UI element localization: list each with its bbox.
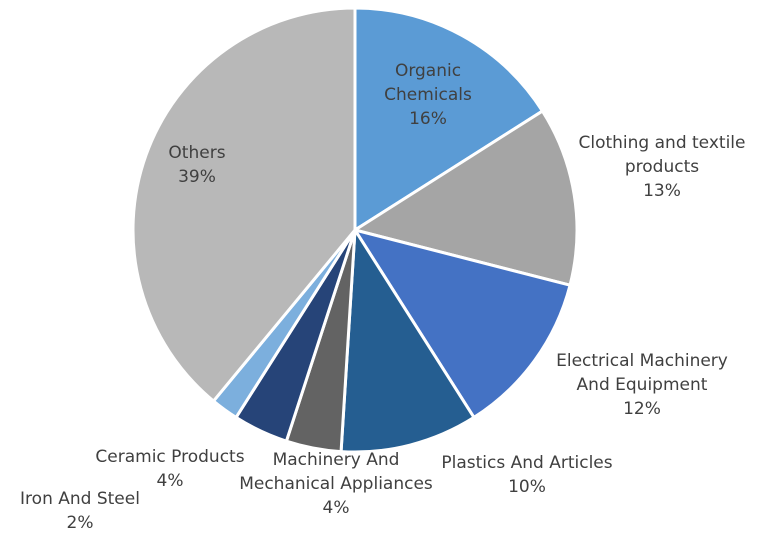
pie-labels: Organic Chemicals 16% Clothing and textile p…	[20, 61, 745, 533]
data-label-value: 4%	[323, 498, 350, 518]
pie-slice-plastics-and-articles	[339, 228, 476, 454]
data-label-category: Plastics And Articles	[441, 453, 612, 473]
data-label-category: Others	[168, 143, 225, 163]
data-label-category: Electrical Machinery	[556, 351, 728, 371]
data-label-category: Clothing and textile	[579, 133, 746, 153]
data-label-ceramic-products: Ceramic Products 4%	[95, 447, 244, 491]
pie-slice-organic-chemicals	[353, 6, 544, 232]
data-label-organic-chemicals: Organic Chemicals 16%	[384, 61, 472, 129]
data-label-machinery-and-mechanical-appliances: Machinery And Mechanical Appliances 4%	[239, 450, 433, 518]
data-label-category: Mechanical Appliances	[239, 474, 433, 494]
data-label-iron-and-steel: Iron And Steel 2%	[20, 489, 140, 533]
data-label-value: 4%	[157, 471, 184, 491]
data-label-category: Organic	[395, 61, 461, 81]
data-label-category: Chemicals	[384, 85, 472, 105]
data-label-value: 12%	[623, 399, 661, 419]
data-label-others: Others 39%	[168, 143, 225, 187]
pie-slice-electrical-machinery-and-equipment	[353, 228, 572, 419]
data-label-electrical-machinery-and-equipment: Electrical Machinery And Equipment 12%	[556, 351, 728, 419]
data-label-category: Iron And Steel	[20, 489, 140, 509]
data-label-value: 39%	[178, 167, 216, 187]
pie-slice-clothing-and-textile-products	[353, 109, 579, 287]
data-label-clothing-and-textile-products: Clothing and textile products 13%	[579, 133, 746, 201]
data-label-category: And Equipment	[577, 375, 708, 395]
data-label-value: 10%	[508, 477, 546, 497]
data-label-category: Machinery And	[273, 450, 400, 470]
data-label-value: 16%	[409, 109, 447, 129]
data-label-plastics-and-articles: Plastics And Articles 10%	[441, 453, 612, 497]
data-label-value: 13%	[643, 181, 681, 201]
data-label-value: 2%	[67, 513, 94, 533]
pie-slices	[131, 6, 579, 454]
data-label-category: products	[625, 157, 699, 177]
data-label-category: Ceramic Products	[95, 447, 244, 467]
pie-slice-others	[131, 6, 357, 403]
